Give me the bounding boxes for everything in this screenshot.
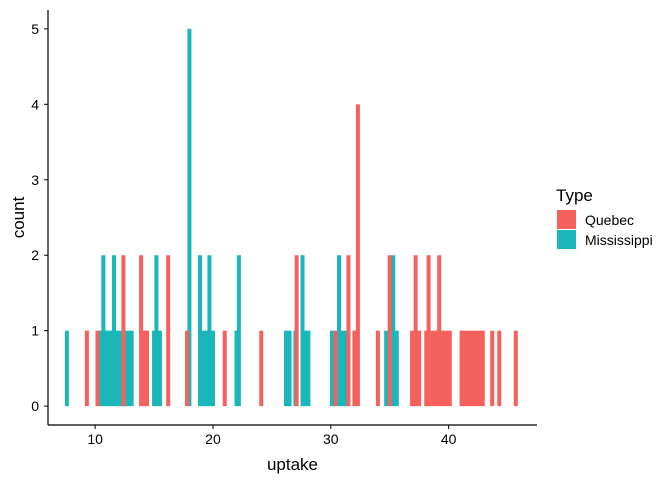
bar-mississippi-20 [210, 330, 215, 407]
bar-quebec-16 [387, 255, 392, 407]
y-tick-label: 2 [31, 247, 39, 263]
bar-mississippi-0 [64, 330, 69, 407]
bar-mississippi-7 [119, 330, 124, 407]
legend-key-mississippi [557, 230, 576, 249]
axes-layer [47, 10, 537, 426]
bar-quebec-10 [294, 255, 299, 407]
bar-mississippi-3 [104, 330, 109, 407]
bar-quebec-0 [84, 330, 89, 407]
x-tick-label: 30 [323, 431, 339, 447]
y-axis-title: count [9, 196, 28, 238]
series-quebec [84, 104, 518, 407]
bar-quebec-24 [437, 255, 442, 407]
bar-quebec-9 [259, 330, 264, 407]
bar-mississippi-18 [203, 330, 208, 407]
bar-mississippi-12 [152, 330, 157, 407]
bar-quebec-20 [424, 330, 429, 407]
bar-mississippi-6 [115, 330, 120, 407]
bar-quebec-35 [490, 330, 495, 407]
bar-mississippi-35 [384, 330, 389, 407]
bar-quebec-4 [141, 330, 146, 407]
bar-quebec-23 [433, 330, 438, 407]
bar-quebec-26 [444, 330, 449, 407]
y-ticks: 0 1 2 3 4 5 [31, 21, 48, 414]
bar-quebec-22 [430, 330, 435, 407]
bar-quebec-11 [333, 330, 338, 407]
x-tick-label: 10 [87, 431, 103, 447]
bar-mississippi-22 [236, 255, 241, 407]
bar-quebec-7 [185, 330, 190, 407]
bar-mississippi-15 [187, 28, 192, 407]
bar-quebec-37 [513, 330, 518, 407]
bar-mississippi-13 [154, 255, 159, 407]
y-tick-label: 0 [31, 398, 39, 414]
bar-quebec-19 [417, 330, 422, 407]
bar-mississippi-4 [108, 330, 113, 407]
bar-quebec-5 [144, 330, 149, 407]
y-tick-label: 1 [31, 323, 39, 339]
bar-mississippi-31 [337, 255, 342, 407]
y-tick-label: 4 [31, 96, 39, 112]
bar-quebec-1 [95, 330, 100, 407]
bar-quebec-13 [352, 330, 357, 407]
bar-mississippi-24 [287, 330, 292, 407]
bar-quebec-2 [121, 255, 126, 407]
bar-mississippi-36 [391, 255, 396, 407]
legend-title: Type [556, 186, 593, 205]
bar-quebec-3 [139, 255, 144, 407]
bar-mississippi-28 [306, 330, 311, 407]
legend-key-quebec [557, 210, 576, 229]
x-axis-title: uptake [267, 455, 318, 474]
bar-mississippi-9 [126, 330, 131, 407]
bar-quebec-14 [355, 104, 360, 407]
bar-quebec-17 [410, 330, 415, 407]
bar-mississippi-27 [304, 330, 309, 407]
y-tick-label: 3 [31, 172, 39, 188]
bar-mississippi-17 [200, 330, 205, 407]
bar-mississippi-19 [207, 255, 212, 407]
bar-quebec-28 [459, 330, 464, 407]
x-ticks: 10 20 30 40 [87, 425, 457, 447]
bar-quebec-15 [375, 330, 380, 407]
bar-quebec-32 [473, 330, 478, 407]
bar-quebec-12 [346, 255, 351, 407]
bar-quebec-33 [477, 330, 482, 407]
bars-layer [64, 28, 518, 407]
legend-label-mississippi: Mississippi [585, 232, 653, 248]
bar-mississippi-1 [99, 330, 104, 407]
bar-quebec-29 [463, 330, 468, 407]
bar-mississippi-26 [300, 255, 305, 407]
bar-mississippi-32 [339, 330, 344, 407]
bar-mississippi-16 [198, 255, 203, 407]
bar-mississippi-29 [329, 330, 334, 407]
bar-quebec-30 [466, 330, 471, 407]
x-tick-label: 40 [441, 431, 457, 447]
bar-quebec-21 [426, 255, 431, 407]
bar-quebec-25 [440, 330, 445, 407]
bar-quebec-36 [497, 330, 502, 407]
bar-quebec-34 [480, 330, 485, 407]
bar-quebec-18 [413, 255, 418, 407]
bar-mississippi-14 [157, 330, 162, 407]
bar-quebec-8 [222, 330, 227, 407]
y-tick-label: 5 [31, 21, 39, 37]
bar-quebec-6 [166, 255, 171, 407]
bar-quebec-27 [447, 330, 452, 407]
bar-quebec-31 [470, 330, 475, 407]
bar-mississippi-10 [129, 330, 134, 407]
bar-mississippi-2 [101, 255, 106, 407]
legend: Type Quebec Mississippi [556, 186, 653, 249]
bar-mississippi-33 [342, 330, 347, 407]
bar-mississippi-5 [111, 255, 116, 407]
bar-mississippi-23 [284, 330, 289, 407]
bar-mississippi-37 [394, 330, 399, 407]
bar-mississippi-21 [234, 330, 239, 407]
x-tick-label: 20 [205, 431, 221, 447]
legend-label-quebec: Quebec [585, 212, 634, 228]
